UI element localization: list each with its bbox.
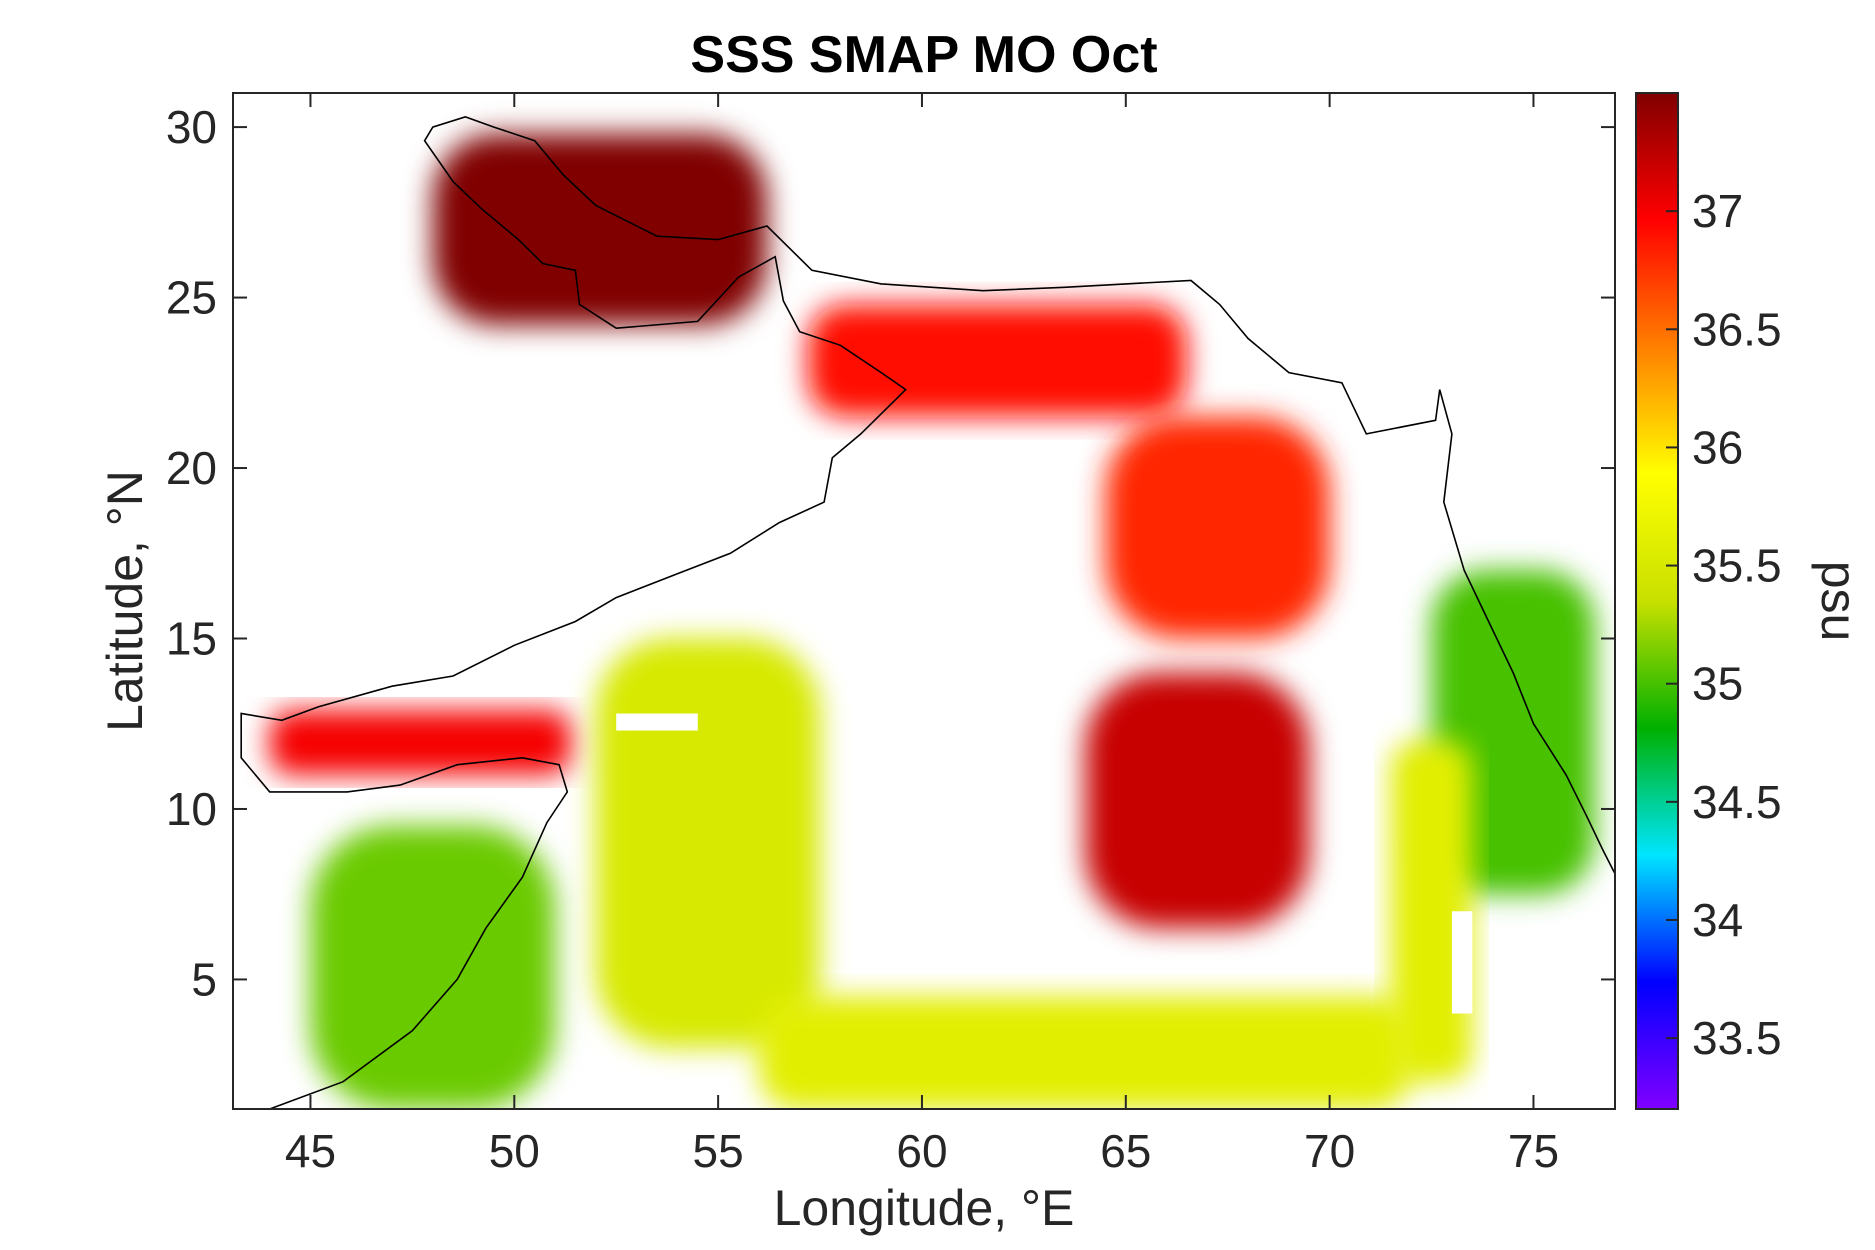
colorbar-tick-label: 36	[1692, 421, 1743, 473]
plot-frame	[232, 92, 1616, 1110]
y-tick-label: 5	[191, 953, 217, 1005]
missing-data-maldives	[1451, 911, 1473, 1014]
x-tick-label: 55	[693, 1125, 744, 1177]
colorbar-frame	[1635, 92, 1679, 1110]
y-tick-label: 20	[166, 442, 217, 494]
x-tick-label: 60	[896, 1125, 947, 1177]
colorbar-tick-label: 35	[1692, 658, 1743, 710]
salinity-region-persian-gulf	[432, 133, 768, 325]
colorbar-tick-label: 36.5	[1692, 303, 1782, 355]
salinity-region-central-arabian-sea-max	[1085, 672, 1310, 929]
salinity-region-equatorial-south	[758, 996, 1412, 1109]
x-tick-label: 45	[285, 1125, 336, 1177]
coastline	[240, 116, 1615, 1109]
x-tick-label: 70	[1304, 1125, 1355, 1177]
x-tick-label: 65	[1100, 1125, 1151, 1177]
y-axis-label: Latitude, °N	[97, 470, 153, 732]
y-tick-label: 15	[166, 613, 217, 665]
colorbar-tick-label: 37	[1692, 185, 1743, 237]
map-panel: 45 50 55 60 65 70 75 5 10 15 20 25 30	[166, 92, 1616, 1177]
y-tick-label: 10	[166, 783, 217, 835]
colorbar-tick-label: 34	[1692, 894, 1743, 946]
x-tick-label: 50	[489, 1125, 540, 1177]
missing-data-patches	[616, 713, 1473, 1014]
colorbar-tick-label: 34.5	[1692, 776, 1782, 828]
colorbar-ticks: 33.5 34 34.5 35 35.5 36 36.5 37	[1666, 185, 1782, 1064]
y-tick-label: 30	[166, 101, 217, 153]
colorbar: 33.5 34 34.5 35 35.5 36 36.5 37 psu	[1635, 92, 1867, 1110]
x-axis-label: Longitude, °E	[774, 1180, 1075, 1236]
y-axis-ticks: 5 10 15 20 25 30	[166, 101, 1615, 1005]
salinity-region-northeast-arabian-sea	[1105, 416, 1330, 639]
x-tick-label: 75	[1508, 1125, 1559, 1177]
y-tick-label: 25	[166, 272, 217, 324]
colorbar-gradient	[1636, 93, 1678, 1109]
salinity-field	[269, 133, 1595, 1109]
salinity-region-somali-coast-band	[310, 826, 556, 1109]
colorbar-tick-label: 35.5	[1692, 540, 1782, 592]
salinity-region-gulf-of-oman-north-arabian-sea	[807, 304, 1187, 417]
chart-title: SSS SMAP MO Oct	[690, 26, 1157, 84]
salinity-region-western-arabian-sea	[595, 638, 821, 1048]
colorbar-tick-label: 33.5	[1692, 1012, 1782, 1064]
colorbar-label: psu	[1811, 561, 1867, 642]
x-axis-ticks: 45 50 55 60 65 70 75	[285, 93, 1559, 1177]
missing-data-socotra	[616, 713, 698, 731]
salinity-region-gulf-of-aden	[269, 710, 572, 775]
